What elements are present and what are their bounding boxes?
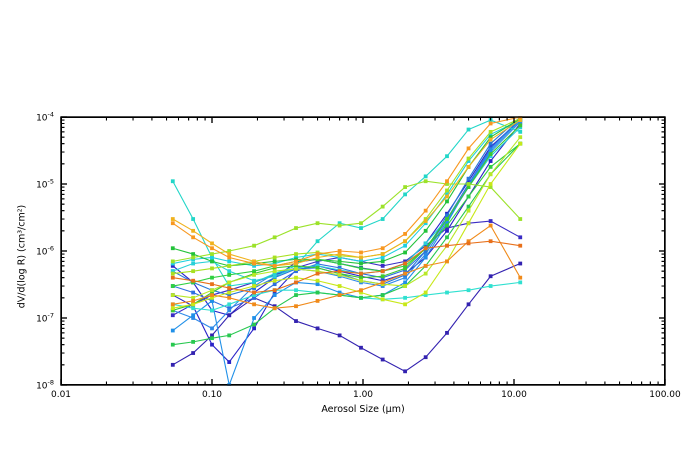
y-tick-label: 10-5 bbox=[36, 177, 54, 191]
y-tick-label: 10-7 bbox=[36, 311, 54, 325]
x-tick-label: 10.00 bbox=[501, 390, 527, 400]
x-tick-label: 1.00 bbox=[352, 390, 374, 400]
x-tick-label: 100.00 bbox=[649, 390, 681, 400]
y-tick-label: 10-6 bbox=[36, 244, 54, 258]
x-axis-label: Aerosol Size (μm) bbox=[321, 404, 405, 415]
x-tick-label: 0.01 bbox=[50, 390, 72, 400]
y-tick-label: 10-8 bbox=[36, 378, 54, 392]
y-tick-label: 10-4 bbox=[36, 110, 54, 124]
x-tick-label: 0.10 bbox=[201, 390, 223, 400]
